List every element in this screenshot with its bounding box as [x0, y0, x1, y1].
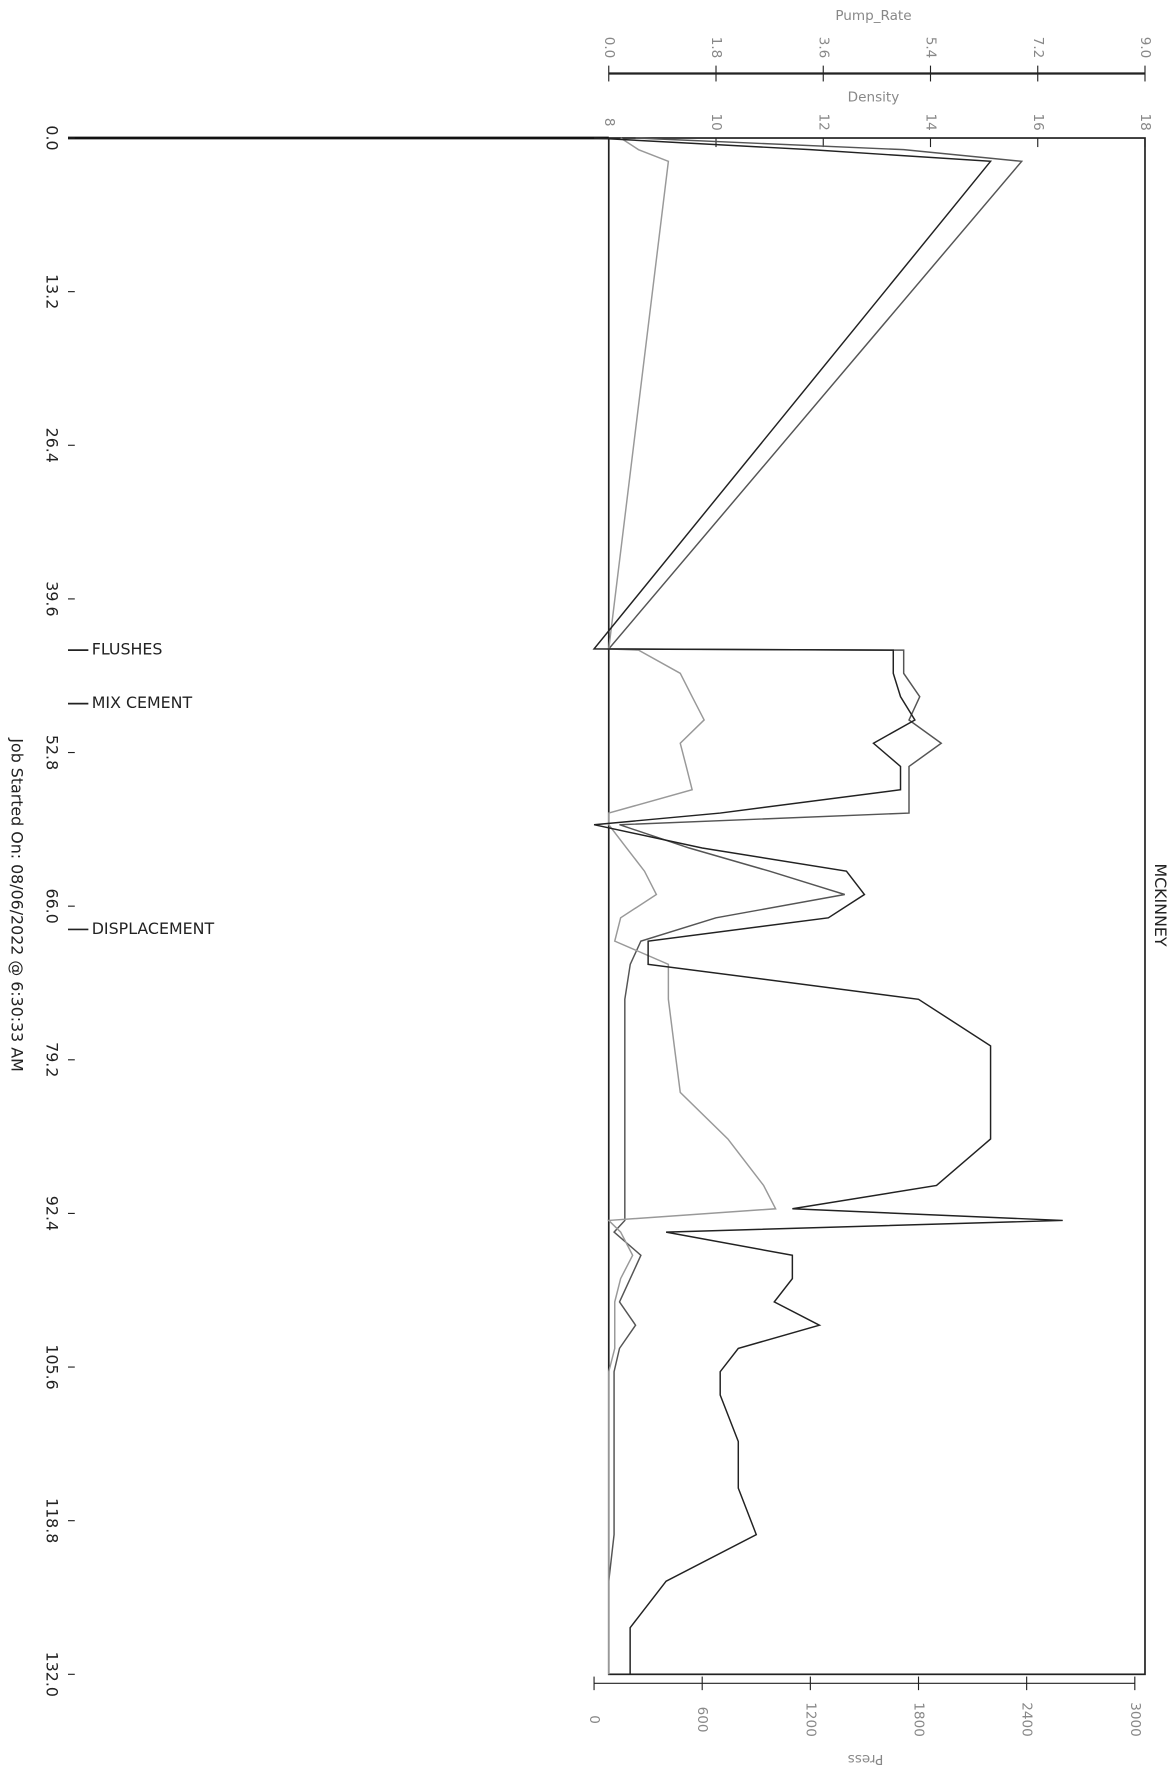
x-tick-label: 39.6 — [43, 581, 62, 616]
y3-tick-label: 3000 — [1127, 1702, 1143, 1737]
y-tick-label: 8 — [601, 118, 617, 127]
x-tick-label: 118.8 — [43, 1498, 62, 1543]
y2-tick-label: 0.0 — [601, 37, 617, 59]
x-tick-label: 13.2 — [43, 274, 62, 309]
y3-tick-label: 1800 — [911, 1702, 927, 1737]
series-line — [607, 137, 777, 1675]
y3-tick-label: 600 — [694, 1707, 710, 1733]
y-tick-label: 12 — [815, 114, 831, 131]
y-tick-label: 14 — [922, 114, 938, 131]
y2-tick-label: 1.8 — [708, 37, 724, 59]
y3-tick-label: 0 — [586, 1715, 602, 1724]
y2-tick-label: 7.2 — [1030, 37, 1046, 59]
annotation: FLUSHES — [92, 640, 163, 659]
y2-axis-title: Pump_Rate — [835, 8, 911, 24]
x-tick-label: 0.0 — [43, 125, 62, 150]
y2-tick-label: 3.6 — [815, 37, 831, 59]
plot-frame — [607, 137, 1146, 1676]
y2-tick-label: 9.0 — [1137, 37, 1153, 59]
x-tick-label: 66.0 — [43, 889, 62, 924]
y-tick-label: 10 — [708, 114, 724, 131]
series-line — [607, 137, 1024, 1675]
annotation: MIX CEMENT — [92, 693, 193, 712]
y-axis-title: Density — [848, 89, 900, 105]
x-tick-label: 26.4 — [43, 428, 62, 463]
series-line — [592, 137, 1063, 1675]
x-tick-label: 79.2 — [43, 1042, 62, 1077]
x-tick-label: 132.0 — [43, 1652, 62, 1697]
x-tick-label: 52.8 — [43, 735, 62, 770]
x-tick-label: 92.4 — [43, 1196, 62, 1231]
footnote: Job Started On: 08/06/2022 @ 6:30:33 AM — [7, 737, 26, 1071]
y3-tick-label: 1200 — [802, 1702, 818, 1737]
annotation: DISPLACEMENT — [92, 919, 215, 938]
x-tick-label: 105.6 — [43, 1344, 62, 1389]
y2-tick-label: 5.4 — [922, 37, 938, 59]
chart-title: MCKINNEY — [1151, 863, 1170, 946]
y-tick-label: 16 — [1030, 114, 1046, 131]
y3-axis-title: Press — [848, 1751, 884, 1767]
y-tick-label: 18 — [1137, 114, 1153, 131]
y3-tick-label: 2400 — [1019, 1702, 1035, 1737]
